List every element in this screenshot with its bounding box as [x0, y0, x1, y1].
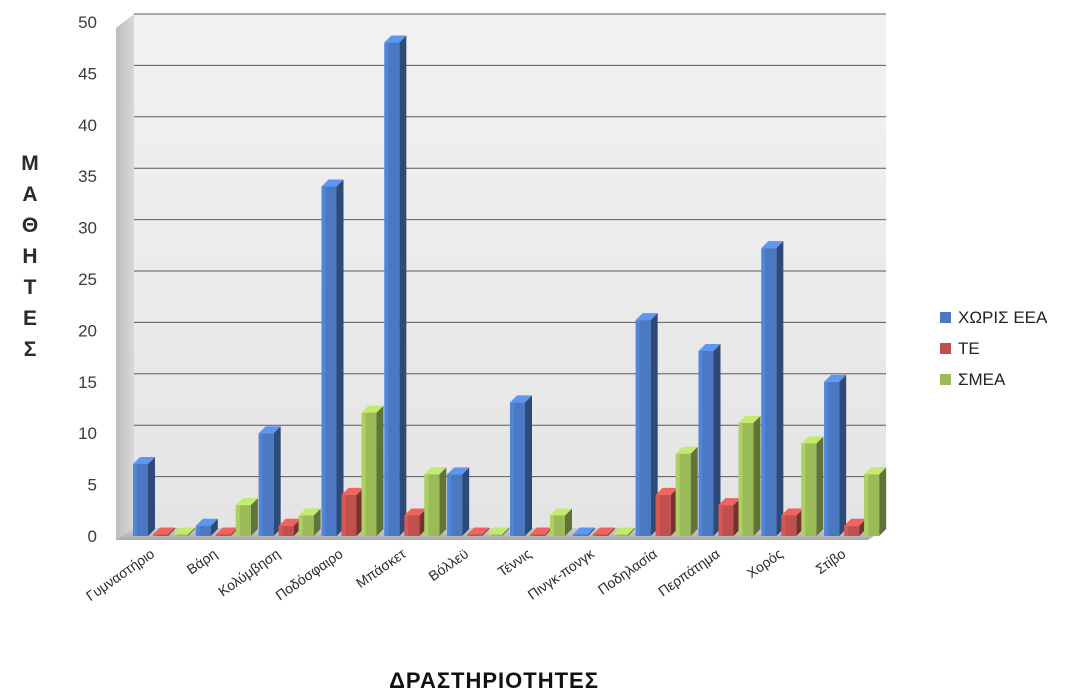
y-tick-label: 25 — [78, 270, 97, 289]
y-tick-label: 10 — [78, 424, 97, 443]
x-tick-label: Στίβο — [813, 545, 849, 577]
x-tick-label: Γυμναστήριο — [83, 545, 157, 604]
legend-label: ΤΕ — [958, 339, 980, 358]
bar — [321, 179, 344, 537]
bar — [655, 487, 678, 536]
x-tick-label: Περπάτημα — [655, 545, 722, 599]
legend-swatch — [940, 343, 951, 354]
bar — [235, 498, 258, 536]
x-tick-label: Τέννις — [495, 545, 535, 580]
legend-swatch — [940, 374, 951, 385]
y-tick-label: 30 — [78, 219, 97, 238]
bar — [718, 498, 741, 536]
bar — [384, 35, 407, 537]
y-tick-label: 35 — [78, 167, 97, 186]
y-tick-label: 45 — [78, 64, 97, 83]
x-tick-label: Βάρη — [184, 545, 220, 577]
bar — [550, 508, 572, 536]
bar — [572, 527, 595, 536]
bar — [698, 343, 721, 536]
y-tick-label: 15 — [78, 373, 97, 392]
bar — [467, 527, 490, 536]
y-axis-label-letter: Θ — [22, 214, 38, 237]
bar — [761, 241, 784, 536]
y-tick-label: 20 — [78, 321, 97, 340]
y-axis-label-letter: Α — [22, 183, 37, 206]
legend-item: ΣΜΕΑ — [940, 370, 1006, 389]
x-tick-label: Μπάσκετ — [353, 545, 409, 591]
x-tick-label: Χορός — [744, 545, 786, 581]
y-axis-label-letter: Σ — [24, 338, 37, 361]
bar — [487, 527, 510, 536]
bar — [612, 527, 635, 536]
bar — [592, 527, 615, 536]
y-axis-label-letter: Η — [22, 245, 37, 268]
bar — [173, 527, 195, 536]
y-axis-label-letter: Ε — [23, 307, 37, 330]
bar — [781, 508, 804, 536]
bar — [424, 467, 447, 536]
side-wall — [116, 14, 134, 540]
bar — [824, 374, 847, 536]
bar — [635, 313, 658, 536]
x-axis-label: ΔΡΑΣΤΗΡΙΟΤΗΤΕΣ — [389, 668, 599, 693]
x-tick-label: Ποδόσφαιρο — [272, 545, 345, 603]
bar — [195, 518, 218, 536]
bar — [133, 457, 155, 536]
bar — [447, 467, 470, 536]
bar — [675, 446, 698, 536]
bar — [153, 527, 175, 536]
x-tick-label: Πινγκ-πονγκ — [525, 545, 598, 603]
y-axis-label-letter: Μ — [21, 152, 39, 175]
y-tick-label: 5 — [88, 476, 97, 495]
bar — [801, 436, 824, 536]
legend-label: ΣΜΕΑ — [958, 370, 1006, 389]
bar — [864, 467, 887, 536]
legend: ΧΩΡΙΣ ΕΕΑ ΤΕ ΣΜΕΑ — [940, 308, 1048, 389]
legend-item: ΧΩΡΙΣ ΕΕΑ — [940, 308, 1048, 327]
gridlines — [134, 13, 886, 478]
legend-item: ΤΕ — [940, 339, 980, 358]
y-tick-label: 0 — [88, 527, 97, 546]
x-tick-label: Βόλλεϋ — [425, 545, 471, 584]
y-tick-label: 40 — [78, 116, 97, 135]
y-axis-label-letter: Τ — [24, 276, 37, 299]
bars — [133, 35, 887, 537]
bar — [738, 415, 761, 536]
y-tick-label: 50 — [78, 13, 97, 32]
y-axis-ticks: 0 5 10 15 20 25 30 35 40 45 50 — [78, 13, 97, 546]
bar — [510, 395, 532, 536]
legend-swatch — [940, 312, 951, 323]
bar — [404, 508, 427, 536]
legend-label: ΧΩΡΙΣ ΕΕΑ — [958, 308, 1048, 327]
bar — [298, 508, 321, 536]
bar — [341, 487, 364, 536]
bar — [258, 426, 281, 536]
bar — [361, 405, 384, 536]
x-tick-label: Ποδηλασία — [595, 545, 660, 597]
